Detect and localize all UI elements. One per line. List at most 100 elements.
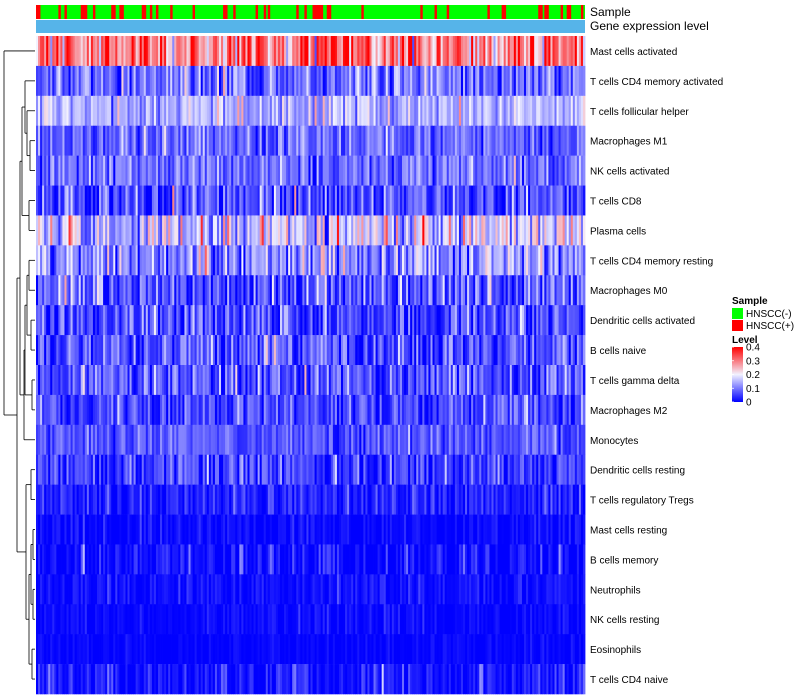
heatmap-cell xyxy=(513,454,517,485)
heatmap-row xyxy=(36,514,586,545)
heatmap-cell xyxy=(485,365,488,396)
heatmap-cell xyxy=(582,215,586,246)
heatmap-cell xyxy=(574,155,578,186)
heatmap-cell xyxy=(391,275,395,306)
heatmap-cell xyxy=(473,424,476,456)
heatmap-cell xyxy=(76,514,80,545)
heatmap-cell xyxy=(143,155,147,186)
heatmap-cell xyxy=(296,125,299,156)
heatmap-cell xyxy=(330,335,334,366)
heatmap-cell xyxy=(489,275,492,306)
heatmap-cell xyxy=(399,185,403,216)
heatmap-cell xyxy=(280,65,283,97)
heatmap-cell xyxy=(519,245,523,276)
heatmap-cell xyxy=(375,394,378,426)
heatmap-cell xyxy=(70,365,73,396)
heatmap-cell xyxy=(377,275,381,306)
heatmap-cell xyxy=(467,484,470,515)
heatmap-cell xyxy=(475,65,478,97)
heatmap-cell xyxy=(473,95,476,127)
heatmap-cell xyxy=(517,125,521,156)
heatmap-cell xyxy=(365,125,368,156)
heatmap-cell xyxy=(239,155,242,186)
heatmap-cell xyxy=(282,185,285,216)
heatmap-cell xyxy=(137,275,141,306)
heatmap-cell xyxy=(192,215,195,246)
annotation-sample-cell xyxy=(58,5,61,19)
heatmap-cell xyxy=(288,215,291,246)
heatmap-cell xyxy=(82,335,86,366)
heatmap-cell xyxy=(515,335,519,366)
heatmap-cell xyxy=(402,454,405,485)
heatmap-cell xyxy=(162,514,165,545)
heatmap-cell xyxy=(38,544,41,575)
heatmap-cell xyxy=(196,245,200,276)
heatmap-cell xyxy=(239,185,242,216)
heatmap-cell xyxy=(448,514,452,545)
heatmap-cell xyxy=(210,454,214,485)
heatmap-cell xyxy=(196,275,200,306)
heatmap-cell xyxy=(497,245,500,276)
heatmap-cell xyxy=(219,36,222,67)
heatmap-cell xyxy=(524,305,527,336)
heatmap-cell xyxy=(129,65,132,97)
heatmap-cell xyxy=(481,335,484,366)
heatmap-cell xyxy=(576,245,580,276)
heatmap-cell xyxy=(373,65,376,97)
heatmap-cell xyxy=(469,514,472,545)
heatmap-cell xyxy=(216,215,220,246)
heatmap-cell xyxy=(554,125,557,156)
heatmap-cell xyxy=(505,245,509,276)
heatmap-cell xyxy=(375,365,378,396)
heatmap-cell xyxy=(576,155,580,186)
heatmap-cell xyxy=(483,155,486,186)
heatmap-cell xyxy=(204,424,208,456)
heatmap-cell xyxy=(290,36,293,67)
heatmap-cell xyxy=(475,454,478,485)
heatmap-cell xyxy=(467,215,470,246)
annotation-sample-cell xyxy=(296,5,299,19)
heatmap-cell xyxy=(351,365,354,396)
heatmap-cell xyxy=(172,125,175,156)
heatmap-cell xyxy=(509,185,513,216)
heatmap-cell xyxy=(424,514,427,545)
heatmap-cell xyxy=(387,335,391,366)
heatmap-cell xyxy=(306,454,309,485)
heatmap-cell xyxy=(74,335,78,366)
heatmap-cell xyxy=(521,484,525,515)
heatmap-cell xyxy=(40,36,43,67)
heatmap-cell xyxy=(578,365,582,396)
heatmap-cell xyxy=(515,215,519,246)
heatmap-cell xyxy=(219,185,222,216)
heatmap-cell xyxy=(200,365,204,396)
heatmap-cell xyxy=(383,215,387,246)
heatmap-cell xyxy=(145,394,149,426)
heatmap-cell xyxy=(416,155,419,186)
heatmap-cell xyxy=(477,215,480,246)
heatmap-cell xyxy=(48,185,51,216)
heatmap-cell xyxy=(290,305,293,336)
heatmap-cell xyxy=(507,335,511,366)
heatmap-cell xyxy=(420,484,423,515)
heatmap-cell xyxy=(290,65,293,97)
heatmap-cell xyxy=(324,155,328,186)
heatmap-cell xyxy=(271,454,275,485)
heatmap-cell xyxy=(84,215,88,246)
heatmap-cell xyxy=(101,454,104,485)
heatmap-cell xyxy=(450,36,454,67)
heatmap-cell xyxy=(314,484,317,515)
heatmap-cell xyxy=(513,65,517,97)
heatmap-cell xyxy=(487,36,490,67)
heatmap-cell xyxy=(221,125,224,156)
heatmap-cell xyxy=(237,335,240,366)
heatmap-cell xyxy=(292,155,295,186)
heatmap-cell xyxy=(456,544,460,575)
heatmap-cell xyxy=(347,36,350,67)
heatmap-cell xyxy=(290,424,293,456)
heatmap-cell xyxy=(223,454,226,485)
heatmap-cell xyxy=(101,65,104,97)
heatmap-cell xyxy=(568,484,572,515)
heatmap-cell xyxy=(471,454,474,485)
heatmap-cell xyxy=(576,335,580,366)
heatmap-cell xyxy=(62,335,65,366)
